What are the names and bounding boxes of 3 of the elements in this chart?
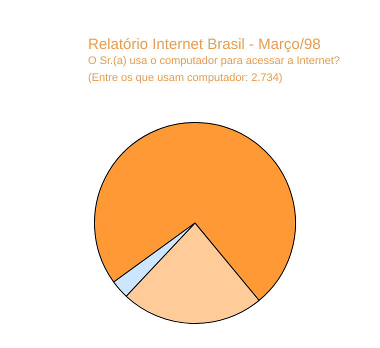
chart-subtitle: O Sr.(a) usa o computador para acessar a Internet? xyxy=(88,54,340,69)
text: (Entre os que usam computador: 2.734) xyxy=(88,71,284,86)
chart-title: Relatório Internet Brasil - Março/98 xyxy=(88,36,322,53)
